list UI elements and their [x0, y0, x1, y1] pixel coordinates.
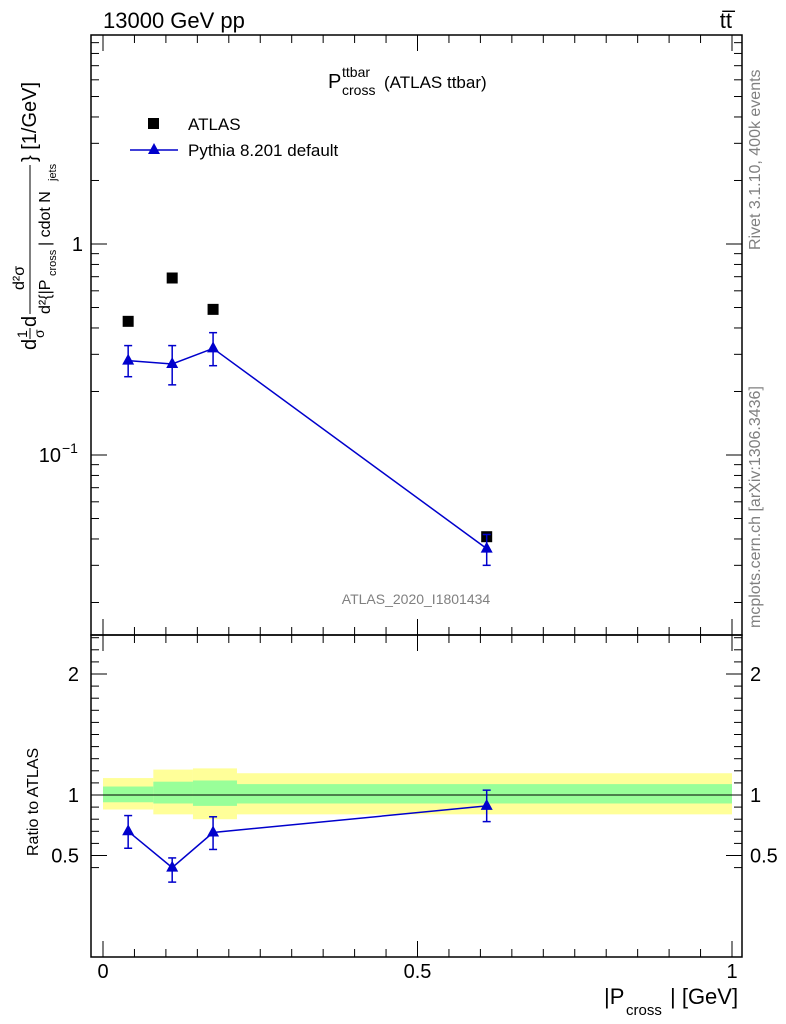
ratio-panel: 0.5 0.5 1 1 2 2 0 0.5 1 [51, 635, 778, 983]
xlabel-b: cross [626, 1002, 662, 1019]
x-tick-label: 0 [97, 961, 108, 983]
x-tick-label: 0.5 [404, 961, 432, 983]
ratio-y-tick-label: 0.5 [51, 846, 79, 868]
mcplots-label: mcplots.cern.ch [arXiv:1306.3436] [747, 386, 764, 628]
ratio-y-tick-label-right: 0.5 [750, 846, 778, 868]
ratio-band-green [153, 781, 193, 804]
ylabel-frac2-den-a: d²{|P [37, 280, 54, 314]
ratio-data-point [207, 825, 220, 837]
ratio-y-axis-label: Ratio to ATLAS [25, 748, 42, 856]
ratio-band-green [103, 786, 154, 803]
legend-marker-atlas [148, 118, 159, 129]
title-rest: (ATLAS ttbar) [384, 73, 487, 92]
ratio-panel-frame [90, 634, 743, 958]
ratio-series-line [127, 805, 487, 869]
ratio-y-tick-label-right: 2 [750, 664, 761, 686]
ylabel-frac1-den: σ [31, 329, 47, 338]
atlas-data-point [122, 315, 134, 327]
pythia-data-point [480, 541, 493, 553]
main-y-tick-label-exponent: −1 [62, 440, 78, 456]
xlabel-c: | [GeV] [670, 984, 738, 1009]
x-tick-label: 1 [726, 961, 737, 983]
legend-label-atlas: ATLAS [188, 115, 241, 134]
ylabel-frac2-den-c: | cdot N [37, 191, 54, 246]
pythia-series-line [128, 347, 488, 550]
analysis-id-label: ATLAS_2020_I1801434 [342, 591, 491, 607]
ylabel-dd: d [19, 339, 41, 350]
ratio-band-green [192, 780, 237, 806]
ylabel-frac2-den-d: jets [47, 163, 59, 182]
xlabel-a: |P [604, 984, 624, 1009]
ratio-data-point [480, 798, 493, 810]
x-axis-label: |P cross | [GeV] [604, 984, 738, 1019]
main-panel: 1 10 −1 [39, 35, 742, 635]
energy-label: 13000 GeV pp [103, 8, 245, 33]
main-y-axis-label: d 1 σ d d²σ d²{|P cross | cdot N jets } … [11, 82, 59, 350]
process-label: tt̅ [720, 8, 736, 33]
main-title: P ttbar cross (ATLAS ttbar) [328, 64, 487, 98]
legend-marker-pythia [148, 143, 160, 154]
title-sup: ttbar [342, 64, 370, 80]
pythia-data-point [166, 356, 179, 368]
ratio-data-point [166, 860, 179, 872]
pythia-data-point [207, 341, 220, 353]
title-main: P [328, 71, 341, 93]
ratio-band-green [236, 784, 733, 804]
main-y-tick-label: 1 [72, 234, 83, 256]
ratio-y-tick-label-right: 1 [750, 785, 761, 807]
rivet-version-label: Rivet 3.1.10, 400k events [747, 69, 764, 250]
ylabel-frac2-den-b: cross [47, 249, 59, 276]
ylabel-d2: d [19, 316, 41, 327]
ratio-y-tick-label: 2 [68, 664, 79, 686]
legend-label-pythia: Pythia 8.201 default [188, 141, 339, 160]
legend: ATLAS Pythia 8.201 default [130, 115, 339, 160]
main-y-tick-label: 10 [39, 445, 61, 467]
ratio-data-point [122, 824, 135, 836]
atlas-data-point [166, 272, 178, 284]
atlas-data-point [207, 303, 219, 315]
ratio-y-tick-label: 1 [68, 785, 79, 807]
ylabel-unit: } [1/GeV] [19, 82, 41, 162]
pythia-data-point [122, 353, 135, 365]
title-sub: cross [342, 82, 375, 98]
ylabel-frac2-num: d²σ [11, 266, 28, 290]
ylabel-frac1-num: 1 [14, 330, 30, 338]
